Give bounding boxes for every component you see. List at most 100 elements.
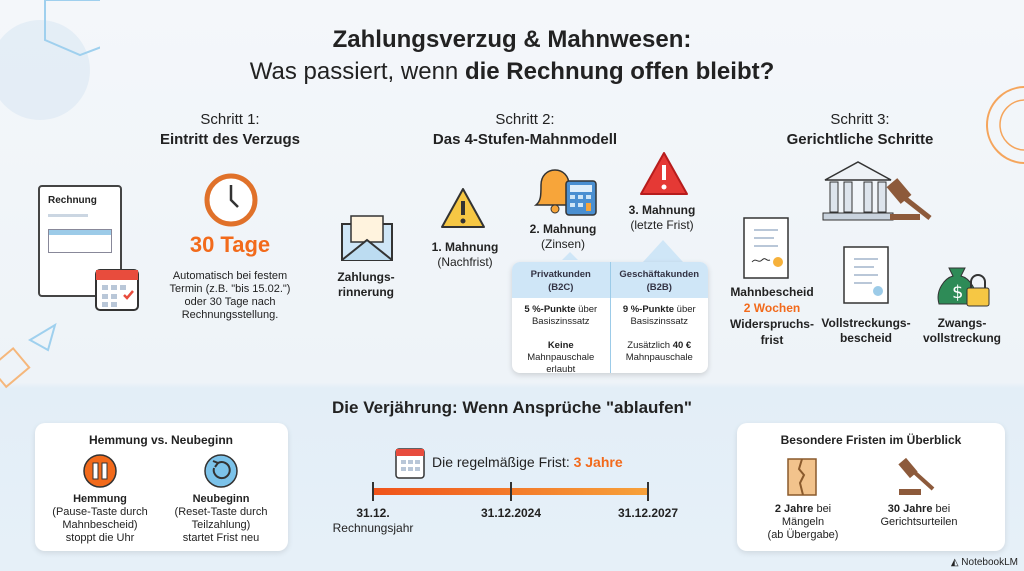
card-title: Besondere Fristen im Überblick [780, 433, 962, 447]
mahnbescheid-scroll-icon [743, 217, 789, 279]
neubeginn-title: Neubeginn [192, 493, 250, 505]
timeline-tick [510, 482, 512, 501]
fristen-maengel: 2 Jahre bei Mängeln (ab Übergabe) [768, 503, 839, 542]
bell-calculator-icon [533, 169, 597, 216]
step2-title: Das 4-Stufen-Mahnmodell [432, 131, 618, 148]
timeline-mid-date: 31.12.2024 [480, 506, 542, 520]
rest: bei [932, 503, 951, 515]
desc-line: (Pause-Taste durch [52, 506, 148, 518]
mahnung3-title: 3. Mahnung [628, 203, 696, 217]
mahnung2-title: 2. Mahnung [529, 222, 597, 236]
mahnung3-sub: (letzte Frist) [630, 218, 694, 232]
b2c-cell: 5 %-Punkte über Basiszinssatz Keine Mahnpau… [512, 298, 610, 373]
mahnung2-sub: (Zinsen) [540, 237, 586, 251]
mahnung2-label: 2. Mahnung (Zinsen) [530, 222, 597, 252]
desc-line: startet Frist neu [182, 532, 260, 544]
label-line: bescheid [839, 331, 893, 345]
warning-red-icon [640, 152, 688, 195]
objection-weeks: 2 Wochen [743, 301, 801, 315]
timeline-end-date: 31.12.2027 [617, 506, 679, 520]
desc-line: Rechnungsstellung. [181, 309, 279, 321]
desc-line: Teilzahlung) [191, 519, 251, 531]
fee-bold: Keine [547, 340, 574, 351]
mahnung1-label: 1. Mahnung (Nachfrist) [432, 240, 499, 270]
fristen-card: Besondere Fristen im Überblick 2 Jahre b… [737, 423, 1005, 551]
rest: bei [813, 503, 832, 515]
step2-header: Schritt 2: Das 4-Stufen-Mahnmodell [433, 110, 617, 150]
subtitle-prefix: Was passiert, wenn [249, 58, 465, 85]
warning-yellow-icon [441, 188, 485, 228]
decor-stripes [0, 0, 100, 120]
fristen-urteile: 30 Jahre bei Gerichtsurteilen [880, 503, 957, 529]
svg-text:$: $ [952, 282, 963, 303]
mahnbescheid-label: Mahnbescheid 2 Wochen Widerspruchs-frist [730, 284, 814, 348]
fee-pre: Zusätzlich [627, 340, 673, 351]
clock-icon [204, 173, 258, 227]
desc-line: Mahnbescheid) [62, 519, 138, 531]
fee-bold: 40 € [672, 340, 692, 351]
timeline-tick [372, 482, 374, 501]
line: Mängeln [781, 516, 825, 528]
b2b-cell: 9 %-Punkte über Basiszinssatz Zusätzlich 4… [609, 298, 709, 373]
hemmung-title: Hemmung [73, 493, 127, 505]
reminder-label: Zahlungs-rinnerung [337, 270, 394, 300]
days-value: 30 Tage [189, 232, 271, 257]
brand-name: NotebookLM [961, 557, 1018, 568]
fee-rest: Mahnpauschale [625, 352, 693, 363]
objection-line: frist [760, 333, 784, 347]
date-sub: Rechnungsjahr [332, 521, 414, 535]
line: (ab Übergabe) [767, 529, 839, 541]
hemmung-card: Hemmung vs. Neubeginn Hemmung (Pause-Tast… [35, 423, 288, 551]
col-head: Geschäftakunden [619, 269, 700, 280]
rate: 9 %-Punkte [622, 304, 675, 315]
envelope-icon [341, 215, 393, 261]
verjaehrung-title: Die Verjährung: Wenn Ansprüche "ablaufen… [332, 398, 692, 417]
step1-label: Schritt 1: [200, 111, 260, 128]
frist-text: Die regelmäßige Frist: 3 Jahre [432, 454, 623, 470]
col-b2b-head: Geschäftakunden (B2B) [609, 262, 709, 298]
neubeginn-text: Neubeginn (Reset-Taste durch Teilzahlung) s… [175, 493, 268, 545]
step3-header: Schritt 3: Gerichtliche Schritte [787, 110, 934, 150]
rate-line2: Basiszinssatz [531, 316, 590, 327]
courthouse-gavel-icon [822, 161, 932, 221]
hemmung-text: Hemmung (Pause-Taste durch Mahnbescheid) st… [52, 493, 147, 545]
card-title: Hemmung vs. Neubeginn [88, 433, 234, 447]
label-line: vollstreckung [922, 331, 1002, 345]
bold: 2 Jahre [774, 503, 814, 515]
mahnung1-sub: (Nachfrist) [437, 255, 493, 269]
step3-title: Gerichtliche Schritte [786, 131, 934, 148]
invoice-document-icon: Rechnung [38, 185, 122, 297]
desc-line: Termin (z.B. "bis 15.02.") [169, 283, 291, 295]
step1-description: Automatisch bei festem Termin (z.B. "bis … [170, 270, 291, 322]
mahnung1-title: 1. Mahnung [431, 240, 499, 254]
label-line: Zwangs- [937, 316, 987, 330]
col-code: (B2B) [646, 282, 672, 293]
vollstreckungsbescheid-scroll-icon [843, 246, 889, 304]
col-head: Privatkunden [530, 269, 591, 280]
decor-shapes [0, 322, 57, 389]
objection-line: Widerspruchs- [730, 317, 814, 331]
col-b2c-head: Privatkunden (B2C) [512, 262, 610, 298]
fee-rest: Mahnpauschale erlaubt [527, 352, 595, 373]
desc-line: Automatisch bei festem [172, 270, 288, 282]
step3-label: Schritt 3: [830, 111, 890, 128]
table-body: 5 %-Punkte über Basiszinssatz Keine Mahnpau… [512, 298, 708, 373]
invoice-label: Rechnung [48, 195, 97, 206]
date: 31.12. [356, 506, 390, 520]
interest-table: Privatkunden (B2C) Geschäftakunden (B2B) 5… [512, 262, 708, 373]
timeline-start: 31.12. Rechnungsjahr [333, 506, 414, 536]
pause-icon [83, 454, 117, 488]
rate-rest: über [674, 304, 696, 315]
decor-circles [986, 86, 1024, 164]
line: Gerichtsurteilen [880, 516, 958, 528]
subtitle-bold: die Rechnung offen bleibt? [464, 58, 775, 85]
frist-label: Die regelmäßige Frist: [432, 454, 574, 470]
money-bags-lock-icon: $ [937, 267, 990, 307]
col-code: (B2C) [548, 282, 574, 293]
rate-rest: über [575, 304, 598, 315]
reset-icon [204, 454, 238, 488]
gavel-icon [898, 457, 935, 495]
mahnbescheid-title: Mahnbescheid [730, 285, 814, 299]
step1-title: Eintritt des Verzugs [159, 131, 301, 148]
desc-line: (Reset-Taste durch [174, 506, 268, 518]
